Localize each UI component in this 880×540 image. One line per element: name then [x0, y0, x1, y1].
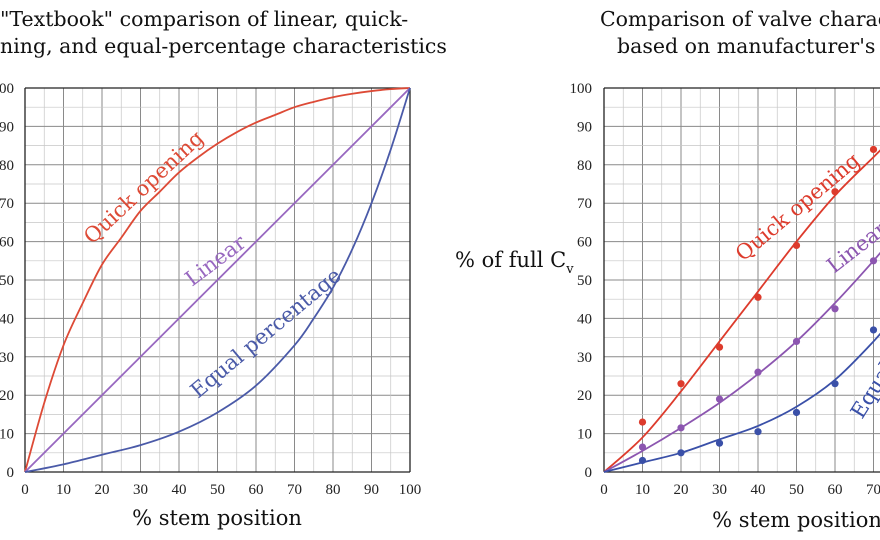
right-y-tick-label: 20 [577, 388, 592, 404]
left-x-tick-label: 0 [21, 482, 29, 498]
left-y-tick-label: 100 [0, 81, 14, 97]
left-x-tick-label: 70 [287, 482, 302, 498]
right-series-quick-opening-point [754, 293, 762, 301]
right-series-linear-point [638, 443, 647, 451]
right-x-tick-label: 30 [712, 482, 727, 498]
left-y-tick-label: 40 [0, 311, 14, 327]
right-chart-title-line-1: Comparison of valve characte [600, 7, 880, 31]
right-y-tick-label: 70 [577, 196, 592, 212]
left-y-tick-label: 90 [0, 119, 14, 135]
right-chart: Comparison of valve characte based on ma… [455, 7, 880, 532]
right-y-tick-label: 90 [577, 119, 592, 135]
left-x-tick-label: 40 [172, 482, 187, 498]
left-y-tick-label: 70 [0, 196, 14, 212]
left-y-tick-label: 30 [0, 350, 14, 366]
right-chart-title-line-2-text: based on manufacturer's C [617, 34, 880, 58]
left-x-tick-label: 60 [249, 482, 264, 498]
right-chart-title-line-2: based on manufacturer's Cv [617, 34, 880, 63]
right-series-equal-point [754, 428, 762, 436]
right-series-quick-opening-point [715, 343, 724, 351]
left-chart-title-line-1: "Textbook" comparison of linear, quick- [0, 7, 408, 31]
right-series-linear-point [754, 368, 762, 376]
left-x-tick-label: 50 [210, 482, 225, 498]
left-series-quick-opening-line [24, 87, 411, 473]
right-x-tick-label: 40 [751, 482, 766, 498]
left-x-tick-label: 10 [56, 482, 71, 498]
left-x-tick-label: 20 [95, 482, 110, 498]
right-series-quick-opening-point [638, 418, 647, 426]
right-x-tick-label: 20 [674, 482, 689, 498]
left-x-tick-label: 90 [364, 482, 379, 498]
right-y-tick-label: 80 [577, 158, 592, 174]
right-series-equal-point [831, 380, 839, 388]
right-series-equal-point [792, 408, 801, 417]
left-x-tick-label: 80 [326, 482, 341, 498]
left-chart-title-line-2: ning, and equal-percentage characteristi… [0, 34, 447, 58]
left-y-tick-label: 50 [0, 273, 14, 289]
right-x-tick-label: 70 [866, 482, 880, 498]
right-y-tick-label: 40 [577, 311, 592, 327]
right-y-axis-label-subscript: v [565, 262, 574, 277]
right-x-tick-label: 50 [789, 482, 804, 498]
left-chart: "Textbook" comparison of linear, quick- … [0, 7, 447, 530]
right-y-axis-label: % of full Cv [455, 248, 574, 277]
left-x-tick-label: 30 [133, 482, 148, 498]
left-chart-tick-labels: 0 10 20 30 40 50 60 70 80 90 100 0 10 20 30 40 50 60 70 80 9… [0, 81, 421, 498]
left-x-axis-label: % stem position [132, 506, 302, 530]
left-chart-series [24, 87, 411, 473]
right-x-axis-label: % stem position [712, 508, 880, 532]
right-series-linear-point [869, 257, 878, 265]
right-chart-tick-labels: 0 10 20 30 40 50 60 70 0 10 20 30 40 50 60 70 80 90 100 [570, 81, 880, 498]
right-y-tick-label: 60 [577, 235, 592, 251]
left-x-tick-label: 100 [399, 482, 422, 498]
left-y-tick-label: 10 [0, 427, 14, 443]
right-y-axis-label-text: % of full C [455, 248, 566, 272]
left-series-linear-line [24, 87, 411, 473]
right-chart-series [603, 145, 880, 473]
right-series-linear-point [715, 395, 724, 403]
right-y-tick-label: 30 [577, 350, 592, 366]
right-series-linear-point [677, 424, 685, 432]
right-y-tick-label: 0 [585, 465, 593, 481]
right-y-tick-label: 50 [577, 273, 592, 289]
left-y-tick-label: 0 [7, 465, 15, 481]
right-series-equal-line [603, 332, 880, 473]
right-x-tick-label: 60 [828, 482, 843, 498]
left-label-quick-opening: Quick opening [79, 126, 208, 249]
right-chart-grid [603, 87, 880, 473]
right-x-tick-label: 10 [635, 482, 650, 498]
right-series-linear-point [831, 305, 839, 313]
left-label-equal-percentage: Equal percentage [186, 263, 346, 403]
right-series-quick-opening-point [869, 145, 878, 154]
right-series-quick-opening-point [792, 241, 801, 250]
right-series-equal-point [677, 449, 685, 457]
right-y-tick-label: 100 [570, 81, 593, 97]
right-y-tick-label: 10 [577, 427, 592, 443]
right-series-equal-point [869, 326, 878, 334]
right-series-linear-point [792, 337, 801, 346]
left-y-tick-label: 20 [0, 388, 14, 404]
right-series-quick-opening-point [831, 188, 839, 196]
right-series-equal-point [715, 439, 724, 447]
right-series-equal-point [638, 456, 647, 465]
right-x-tick-label: 0 [600, 482, 608, 498]
left-series-equal-percentage-line [24, 87, 411, 473]
right-label-linear: Linear [822, 216, 880, 278]
left-y-tick-label: 80 [0, 158, 14, 174]
right-series-quick-opening-point [677, 380, 685, 388]
right-label-equal: Equal [846, 358, 880, 423]
right-series-quick-opening-line [603, 149, 880, 473]
left-y-tick-label: 60 [0, 235, 14, 251]
